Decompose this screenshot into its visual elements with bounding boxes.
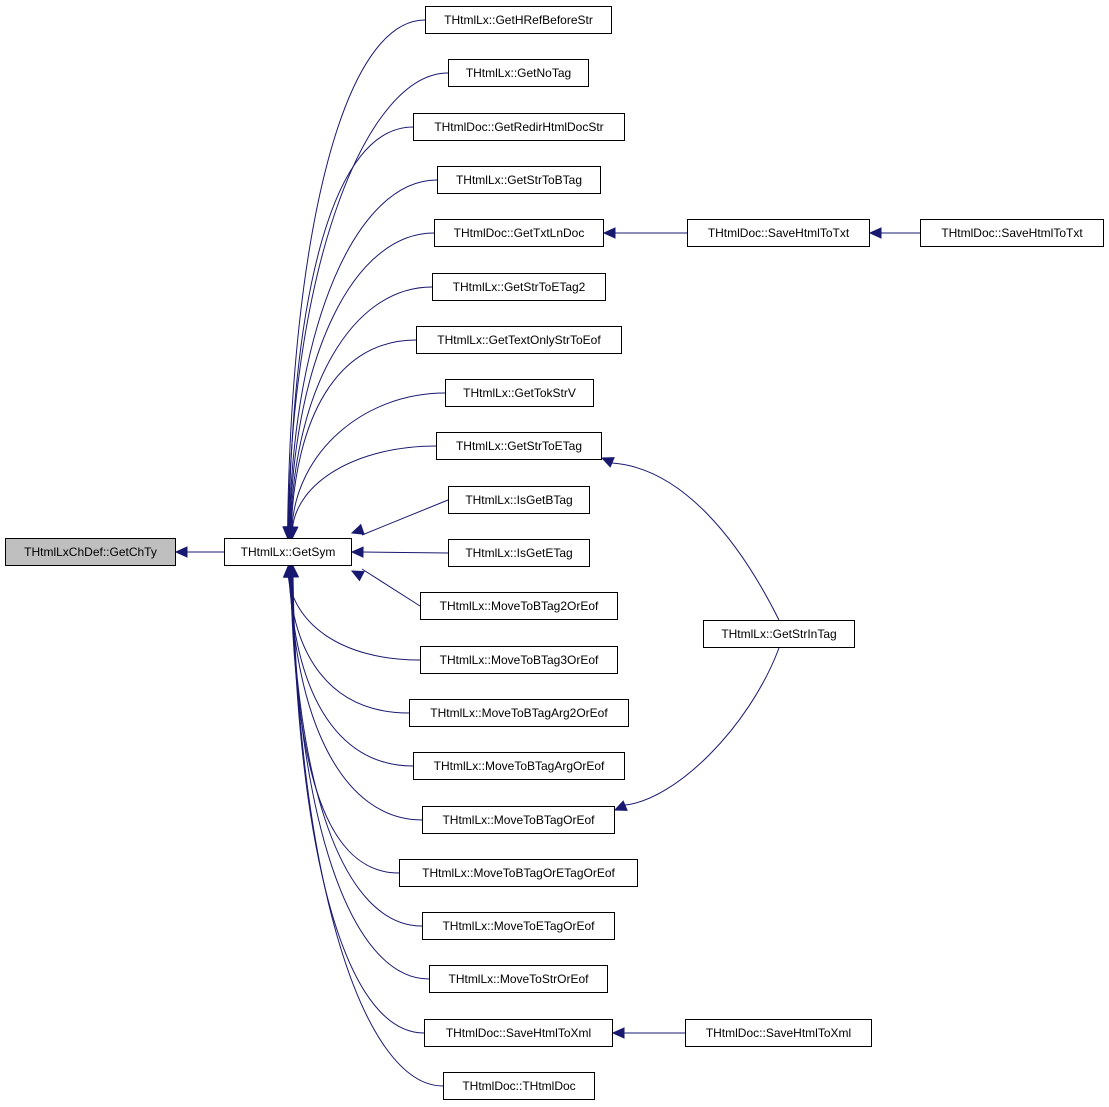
node-root[interactable]: THtmlLxChDef::GetChTy <box>5 538 176 566</box>
node-c2[interactable]: THtmlLx::GetNoTag <box>448 59 589 87</box>
edge-c3-getsym <box>288 126 414 530</box>
edge-c16-getsym <box>289 574 423 821</box>
edge-c5-getsym <box>289 232 435 530</box>
node-c10[interactable]: THtmlLx::IsGetBTag <box>448 486 590 514</box>
node-c19[interactable]: THtmlLx::MoveToStrOrEof <box>429 965 608 993</box>
node-getsym[interactable]: THtmlLx::GetSym <box>224 538 352 566</box>
node-c9[interactable]: THtmlLx::GetStrToETag <box>436 432 602 460</box>
edge-c11-getsym <box>361 551 449 554</box>
edge-g1-c16-arrowhead <box>613 800 628 811</box>
node-c15[interactable]: THtmlLx::MoveToBTagArgOrEof <box>413 752 625 780</box>
edge-c10-getsym-arrowhead <box>350 523 365 535</box>
node-c13[interactable]: THtmlLx::MoveToBTag3OrEof <box>420 646 618 674</box>
edge-c6-getsym <box>290 286 433 530</box>
node-t1[interactable]: THtmlDoc::SaveHtmlToTxt <box>687 219 870 247</box>
edge-c12-getsym-arrowhead <box>350 570 365 582</box>
edge-x1-c20-arrowhead <box>611 1027 625 1039</box>
edge-c1-getsym <box>287 19 426 530</box>
node-c18[interactable]: THtmlLx::MoveToETagOrEof <box>422 912 615 940</box>
node-c5[interactable]: THtmlDoc::GetTxtLnDoc <box>434 219 604 247</box>
node-c11[interactable]: THtmlLx::IsGetETag <box>448 539 590 567</box>
node-c6[interactable]: THtmlLx::GetStrToETag2 <box>432 273 606 301</box>
node-c7[interactable]: THtmlLx::GetTextOnlyStrToEof <box>416 326 622 354</box>
node-c4[interactable]: THtmlLx::GetStrToBTag <box>437 166 601 194</box>
edge-c17-getsym <box>290 574 400 874</box>
node-c1[interactable]: THtmlLx::GetHRefBeforeStr <box>425 6 612 34</box>
edge-g1-c9 <box>611 462 780 621</box>
node-c21[interactable]: THtmlDoc::THtmlDoc <box>443 1072 595 1100</box>
edge-c7-getsym <box>290 339 417 530</box>
node-c17[interactable]: THtmlLx::MoveToBTagOrETagOrEof <box>399 859 638 887</box>
edge-getsym-root-arrowhead <box>174 546 188 558</box>
edge-c21-getsym <box>292 574 444 1087</box>
node-c3[interactable]: THtmlDoc::GetRedirHtmlDocStr <box>413 113 625 141</box>
node-c14[interactable]: THtmlLx::MoveToBTagArg2OrEof <box>409 699 629 727</box>
edge-c14-getsym <box>288 574 410 714</box>
edge-c9-getsym-arrowhead <box>287 526 299 540</box>
edge-t2-t1-arrowhead <box>868 227 882 239</box>
edge-c4-getsym <box>288 179 438 530</box>
node-x1[interactable]: THtmlDoc::SaveHtmlToXml <box>685 1019 872 1047</box>
node-g1[interactable]: THtmlLx::GetStrInTag <box>703 620 855 648</box>
node-c20[interactable]: THtmlDoc::SaveHtmlToXml <box>424 1019 613 1047</box>
edge-g1-c9-arrowhead <box>600 457 615 468</box>
node-c8[interactable]: THtmlLx::GetTokStrV <box>445 379 594 407</box>
edge-c21-getsym-arrowhead <box>287 564 300 578</box>
edge-c9-getsym <box>291 445 437 530</box>
edge-c13-getsym <box>287 574 421 661</box>
edge-c11-getsym-arrowhead <box>350 546 364 558</box>
edge-t1-c5-arrowhead <box>602 227 616 239</box>
edge-c2-getsym <box>287 72 449 530</box>
node-t2[interactable]: THtmlDoc::SaveHtmlToTxt <box>920 219 1104 247</box>
edge-c12-getsym <box>361 568 421 607</box>
node-c12[interactable]: THtmlLx::MoveToBTag2OrEof <box>420 592 618 620</box>
node-c16[interactable]: THtmlLx::MoveToBTagOrEof <box>422 806 615 834</box>
edge-c15-getsym <box>288 574 414 767</box>
edge-c20-getsym <box>291 574 425 1034</box>
edge-c8-getsym <box>291 392 446 530</box>
edge-g1-c16 <box>624 647 780 806</box>
edge-c10-getsym <box>361 499 449 536</box>
